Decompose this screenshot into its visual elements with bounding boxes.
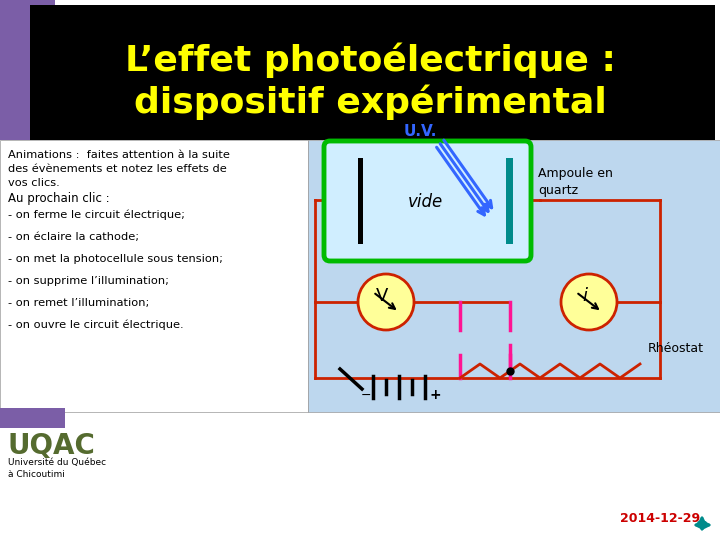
Text: i: i xyxy=(582,287,588,305)
Text: L’effet photoélectrique :: L’effet photoélectrique : xyxy=(125,42,616,78)
Text: Animations :  faites attention à la suite
des évènements et notez les effets de
: Animations : faites attention à la suite… xyxy=(8,150,230,188)
Text: dispositif expérimental: dispositif expérimental xyxy=(134,84,606,120)
Bar xyxy=(0,140,308,412)
Text: vide: vide xyxy=(408,193,443,211)
Circle shape xyxy=(561,274,617,330)
Text: - on supprime l’illumination;: - on supprime l’illumination; xyxy=(8,276,169,286)
Circle shape xyxy=(358,274,414,330)
Text: - on ferme le circuit électrique;: - on ferme le circuit électrique; xyxy=(8,210,185,220)
Text: UQAC: UQAC xyxy=(8,432,96,460)
Text: Université du Québec
à Chicoutimi: Université du Québec à Chicoutimi xyxy=(8,458,106,479)
Bar xyxy=(0,408,65,428)
Text: Au prochain clic :: Au prochain clic : xyxy=(8,192,109,205)
Text: V: V xyxy=(376,287,388,305)
Text: U.V.: U.V. xyxy=(403,125,437,139)
Text: - on remet l’illumination;: - on remet l’illumination; xyxy=(8,298,149,308)
Text: 2014-12-29: 2014-12-29 xyxy=(620,511,700,524)
Bar xyxy=(30,5,715,140)
Text: Ampoule en
quartz: Ampoule en quartz xyxy=(538,167,613,197)
Bar xyxy=(506,158,513,244)
Bar xyxy=(358,158,363,244)
Text: - on éclaire la cathode;: - on éclaire la cathode; xyxy=(8,232,139,242)
Text: - on met la photocellule sous tension;: - on met la photocellule sous tension; xyxy=(8,254,223,264)
Text: - on ouvre le circuit électrique.: - on ouvre le circuit électrique. xyxy=(8,320,184,330)
Text: Rhéostat: Rhéostat xyxy=(648,341,704,354)
FancyBboxPatch shape xyxy=(324,141,531,261)
Text: −: − xyxy=(361,388,372,402)
Text: +: + xyxy=(429,388,441,402)
Bar xyxy=(0,0,55,140)
Bar xyxy=(308,140,720,412)
